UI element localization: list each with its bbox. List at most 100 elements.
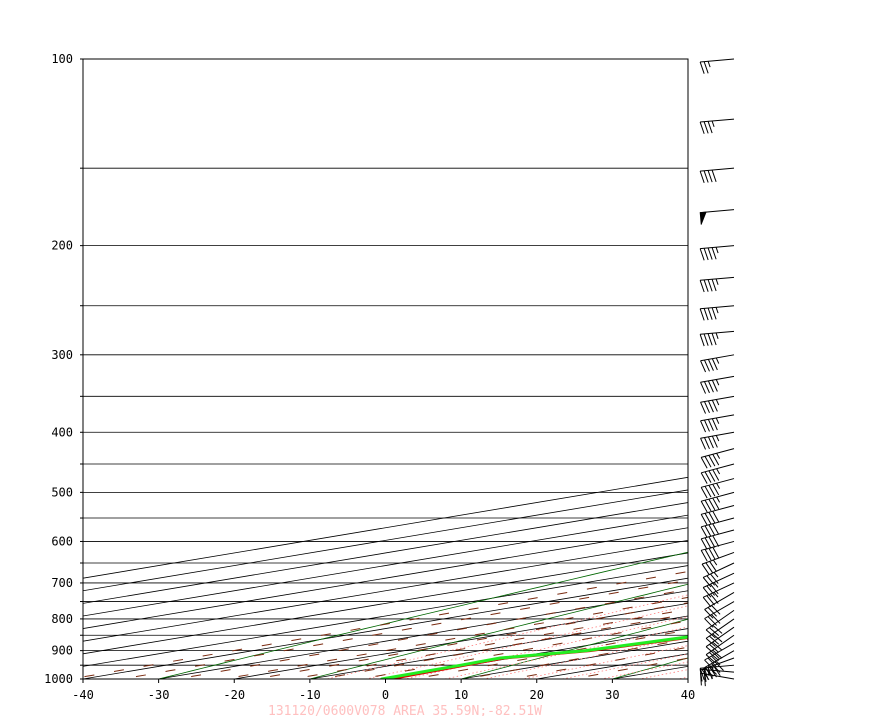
wind-barb-full bbox=[707, 170, 713, 183]
wind-barb-full bbox=[707, 359, 714, 371]
wind-barbs bbox=[699, 58, 735, 687]
wind-barb-half bbox=[716, 496, 721, 503]
wind-barb-staff bbox=[700, 375, 735, 383]
wind-barb-full bbox=[700, 550, 708, 562]
wind-barb-full bbox=[702, 577, 712, 588]
wind-barb-full bbox=[712, 633, 723, 643]
wind-barb-full bbox=[707, 307, 713, 320]
temperature-tick-label: -20 bbox=[223, 688, 245, 702]
wind-barb-full bbox=[712, 535, 720, 547]
wind-barb bbox=[700, 354, 735, 373]
wind-barb-full bbox=[707, 616, 717, 626]
wind-barb-full bbox=[700, 457, 708, 469]
wind-barb-full bbox=[703, 333, 709, 346]
wind-barb-full bbox=[708, 511, 716, 524]
wind-barb-staff bbox=[702, 572, 735, 588]
wind-barb-full bbox=[703, 248, 709, 261]
dry-adiabat bbox=[156, 551, 688, 679]
wind-barb-half bbox=[713, 582, 719, 588]
wind-barb-full bbox=[703, 279, 709, 292]
wind-barb-full bbox=[708, 536, 716, 548]
axis-ticks bbox=[80, 58, 689, 683]
wind-barb-full bbox=[706, 595, 715, 606]
wind-barb-full bbox=[705, 629, 716, 639]
wind-barb-full bbox=[711, 399, 718, 412]
wind-barb-full bbox=[709, 652, 720, 661]
wind-barb-full bbox=[704, 486, 712, 498]
wind-barb bbox=[699, 209, 735, 225]
footer-text: 131120/0600V078 AREA 35.59N;-82.51W bbox=[268, 704, 542, 716]
wind-barb-half bbox=[715, 332, 719, 339]
wind-barb-full bbox=[711, 663, 721, 673]
moist-adiabat bbox=[559, 653, 688, 679]
wind-barb-full bbox=[712, 649, 723, 659]
plot-frame bbox=[82, 58, 689, 680]
wind-barb-full bbox=[700, 360, 707, 373]
pressure-tick-label: 700 bbox=[51, 576, 73, 590]
wind-barb-full bbox=[700, 382, 707, 394]
wind-barb-full bbox=[710, 573, 719, 584]
wind-barb bbox=[699, 58, 735, 74]
wind-barb-full bbox=[707, 400, 714, 413]
moist-adiabat bbox=[481, 636, 688, 679]
wind-barb-full bbox=[709, 561, 717, 572]
isotherm-line bbox=[83, 527, 688, 629]
moist-adiabat bbox=[364, 605, 688, 679]
wind-barb bbox=[700, 448, 735, 469]
wind-barb-full bbox=[704, 525, 712, 537]
wind-barb-full bbox=[704, 471, 712, 483]
wind-barb bbox=[700, 517, 735, 538]
wind-barb-full bbox=[712, 523, 720, 535]
mixing-ratio-line bbox=[508, 646, 688, 679]
dry-adiabat bbox=[719, 59, 896, 692]
wind-barb-full bbox=[700, 487, 708, 499]
wind-barb-full bbox=[711, 418, 718, 431]
pressure-tick-label: 200 bbox=[51, 239, 73, 253]
mixing-ratio-line bbox=[462, 638, 688, 679]
wind-barb bbox=[699, 245, 735, 261]
wind-barb-full bbox=[699, 280, 705, 293]
wind-barb-full bbox=[700, 500, 708, 513]
wind-barb-half bbox=[715, 435, 720, 442]
wind-barb-half bbox=[715, 307, 719, 314]
wind-barb-full bbox=[705, 646, 716, 656]
wind-barb-staff bbox=[700, 414, 735, 422]
wind-barb-half bbox=[713, 591, 719, 598]
isotherm-line bbox=[687, 678, 688, 679]
wind-barb-full bbox=[699, 121, 705, 134]
wind-barb-full bbox=[704, 513, 712, 525]
wind-barb-full bbox=[703, 121, 709, 134]
isotherm-line bbox=[309, 615, 688, 679]
isotherm-line bbox=[83, 489, 688, 592]
wind-barb-staff bbox=[700, 305, 735, 310]
mixing-ratio-line bbox=[253, 602, 688, 679]
wind-barb-full bbox=[703, 308, 709, 321]
wind-barb-full bbox=[704, 609, 714, 619]
mixing-ratio-line bbox=[569, 657, 688, 679]
wind-barb-staff bbox=[704, 591, 735, 610]
wind-barb-full bbox=[712, 510, 720, 523]
temperature-tick-label: 20 bbox=[530, 688, 544, 702]
pressure-tick-label: 300 bbox=[51, 348, 73, 362]
moist-adiabat bbox=[442, 626, 688, 679]
wind-barb-staff bbox=[701, 505, 735, 515]
wind-barb-full bbox=[707, 121, 713, 134]
pressure-tick-label: 600 bbox=[51, 534, 73, 548]
wind-barb-full bbox=[710, 593, 719, 604]
wind-barb-half bbox=[716, 468, 721, 475]
wind-barb-full bbox=[700, 437, 707, 450]
wind-barb bbox=[699, 330, 735, 347]
wind-barb-full bbox=[704, 456, 712, 468]
wind-barb bbox=[700, 375, 735, 394]
pressure-tick-label: 1000 bbox=[44, 672, 73, 686]
wind-barb-staff bbox=[705, 609, 735, 631]
wind-barb-full bbox=[711, 333, 717, 346]
wind-barb-full bbox=[704, 499, 712, 512]
mixing-ratio-line bbox=[174, 588, 688, 679]
mixing-ratio-line bbox=[317, 613, 688, 679]
pressure-tick-label: 400 bbox=[51, 425, 73, 439]
wind-barb bbox=[705, 626, 735, 656]
wind-barb-full bbox=[710, 583, 719, 595]
wind-barb-full bbox=[707, 380, 714, 393]
